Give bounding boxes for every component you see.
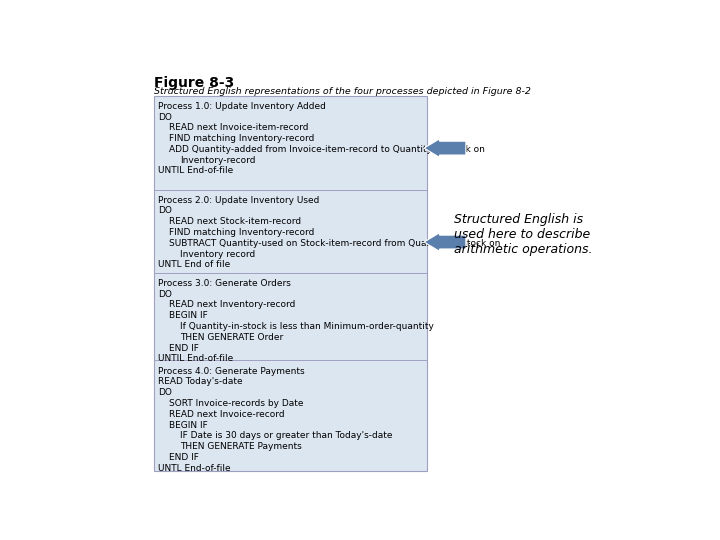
Text: READ next Inventory-record: READ next Inventory-record [169, 300, 295, 309]
Text: DO: DO [158, 112, 172, 122]
Text: SUBTRACT Quantity-used on Stock-item-record from Quantity-in-stock on: SUBTRACT Quantity-used on Stock-item-rec… [169, 239, 500, 248]
Bar [153, 96, 427, 471]
Text: Figure 8-3: Figure 8-3 [153, 76, 234, 90]
Text: Process 2.0: Update Inventory Used: Process 2.0: Update Inventory Used [158, 195, 320, 205]
Text: READ next Invoice-record: READ next Invoice-record [169, 410, 284, 418]
Text: BEGIN IF: BEGIN IF [169, 311, 208, 320]
Text: Inventory record: Inventory record [180, 249, 255, 259]
Text: Process 4.0: Generate Payments: Process 4.0: Generate Payments [158, 367, 305, 376]
Text: BEGIN IF: BEGIN IF [169, 421, 208, 429]
Text: Structured English representations of the four processes depicted in Figure 8-2: Structured English representations of th… [153, 87, 531, 96]
Text: Process 3.0: Generate Orders: Process 3.0: Generate Orders [158, 279, 291, 288]
Text: SORT Invoice-records by Date: SORT Invoice-records by Date [169, 399, 304, 408]
Text: UNTIL End-of-file: UNTIL End-of-file [158, 166, 233, 176]
Text: DO: DO [158, 289, 172, 299]
Text: FIND matching Inventory-record: FIND matching Inventory-record [169, 228, 315, 237]
Text: DO: DO [158, 206, 172, 215]
Text: If Quantity-in-stock is less than Minimum-order-quantity: If Quantity-in-stock is less than Minimu… [180, 322, 433, 331]
Text: END IF: END IF [169, 453, 199, 462]
Text: ADD Quantity-added from Invoice-item-record to Quantity-in-stock on: ADD Quantity-added from Invoice-item-rec… [169, 145, 485, 154]
FancyArrow shape [424, 139, 466, 157]
Text: UNTL End-of-file: UNTL End-of-file [158, 464, 231, 472]
FancyArrow shape [424, 233, 466, 251]
Text: READ Today's-date: READ Today's-date [158, 377, 243, 387]
Text: Structured English is
used here to describe
arithmetic operations.: Structured English is used here to descr… [454, 213, 593, 256]
Text: READ next Invoice-item-record: READ next Invoice-item-record [169, 123, 309, 132]
Text: END IF: END IF [169, 343, 199, 353]
Text: Inventory-record: Inventory-record [180, 156, 256, 165]
Text: DO: DO [158, 388, 172, 397]
Text: UNTL End of file: UNTL End of file [158, 260, 230, 269]
Text: UNTIL End-of-file: UNTIL End-of-file [158, 354, 233, 363]
Text: FIND matching Inventory-record: FIND matching Inventory-record [169, 134, 315, 143]
Text: THEN GENERATE Order: THEN GENERATE Order [180, 333, 283, 342]
Text: READ next Stock-item-record: READ next Stock-item-record [169, 217, 301, 226]
Text: IF Date is 30 days or greater than Today's-date: IF Date is 30 days or greater than Today… [180, 431, 392, 440]
Text: Process 1.0: Update Inventory Added: Process 1.0: Update Inventory Added [158, 102, 326, 111]
Text: THEN GENERATE Payments: THEN GENERATE Payments [180, 442, 302, 451]
